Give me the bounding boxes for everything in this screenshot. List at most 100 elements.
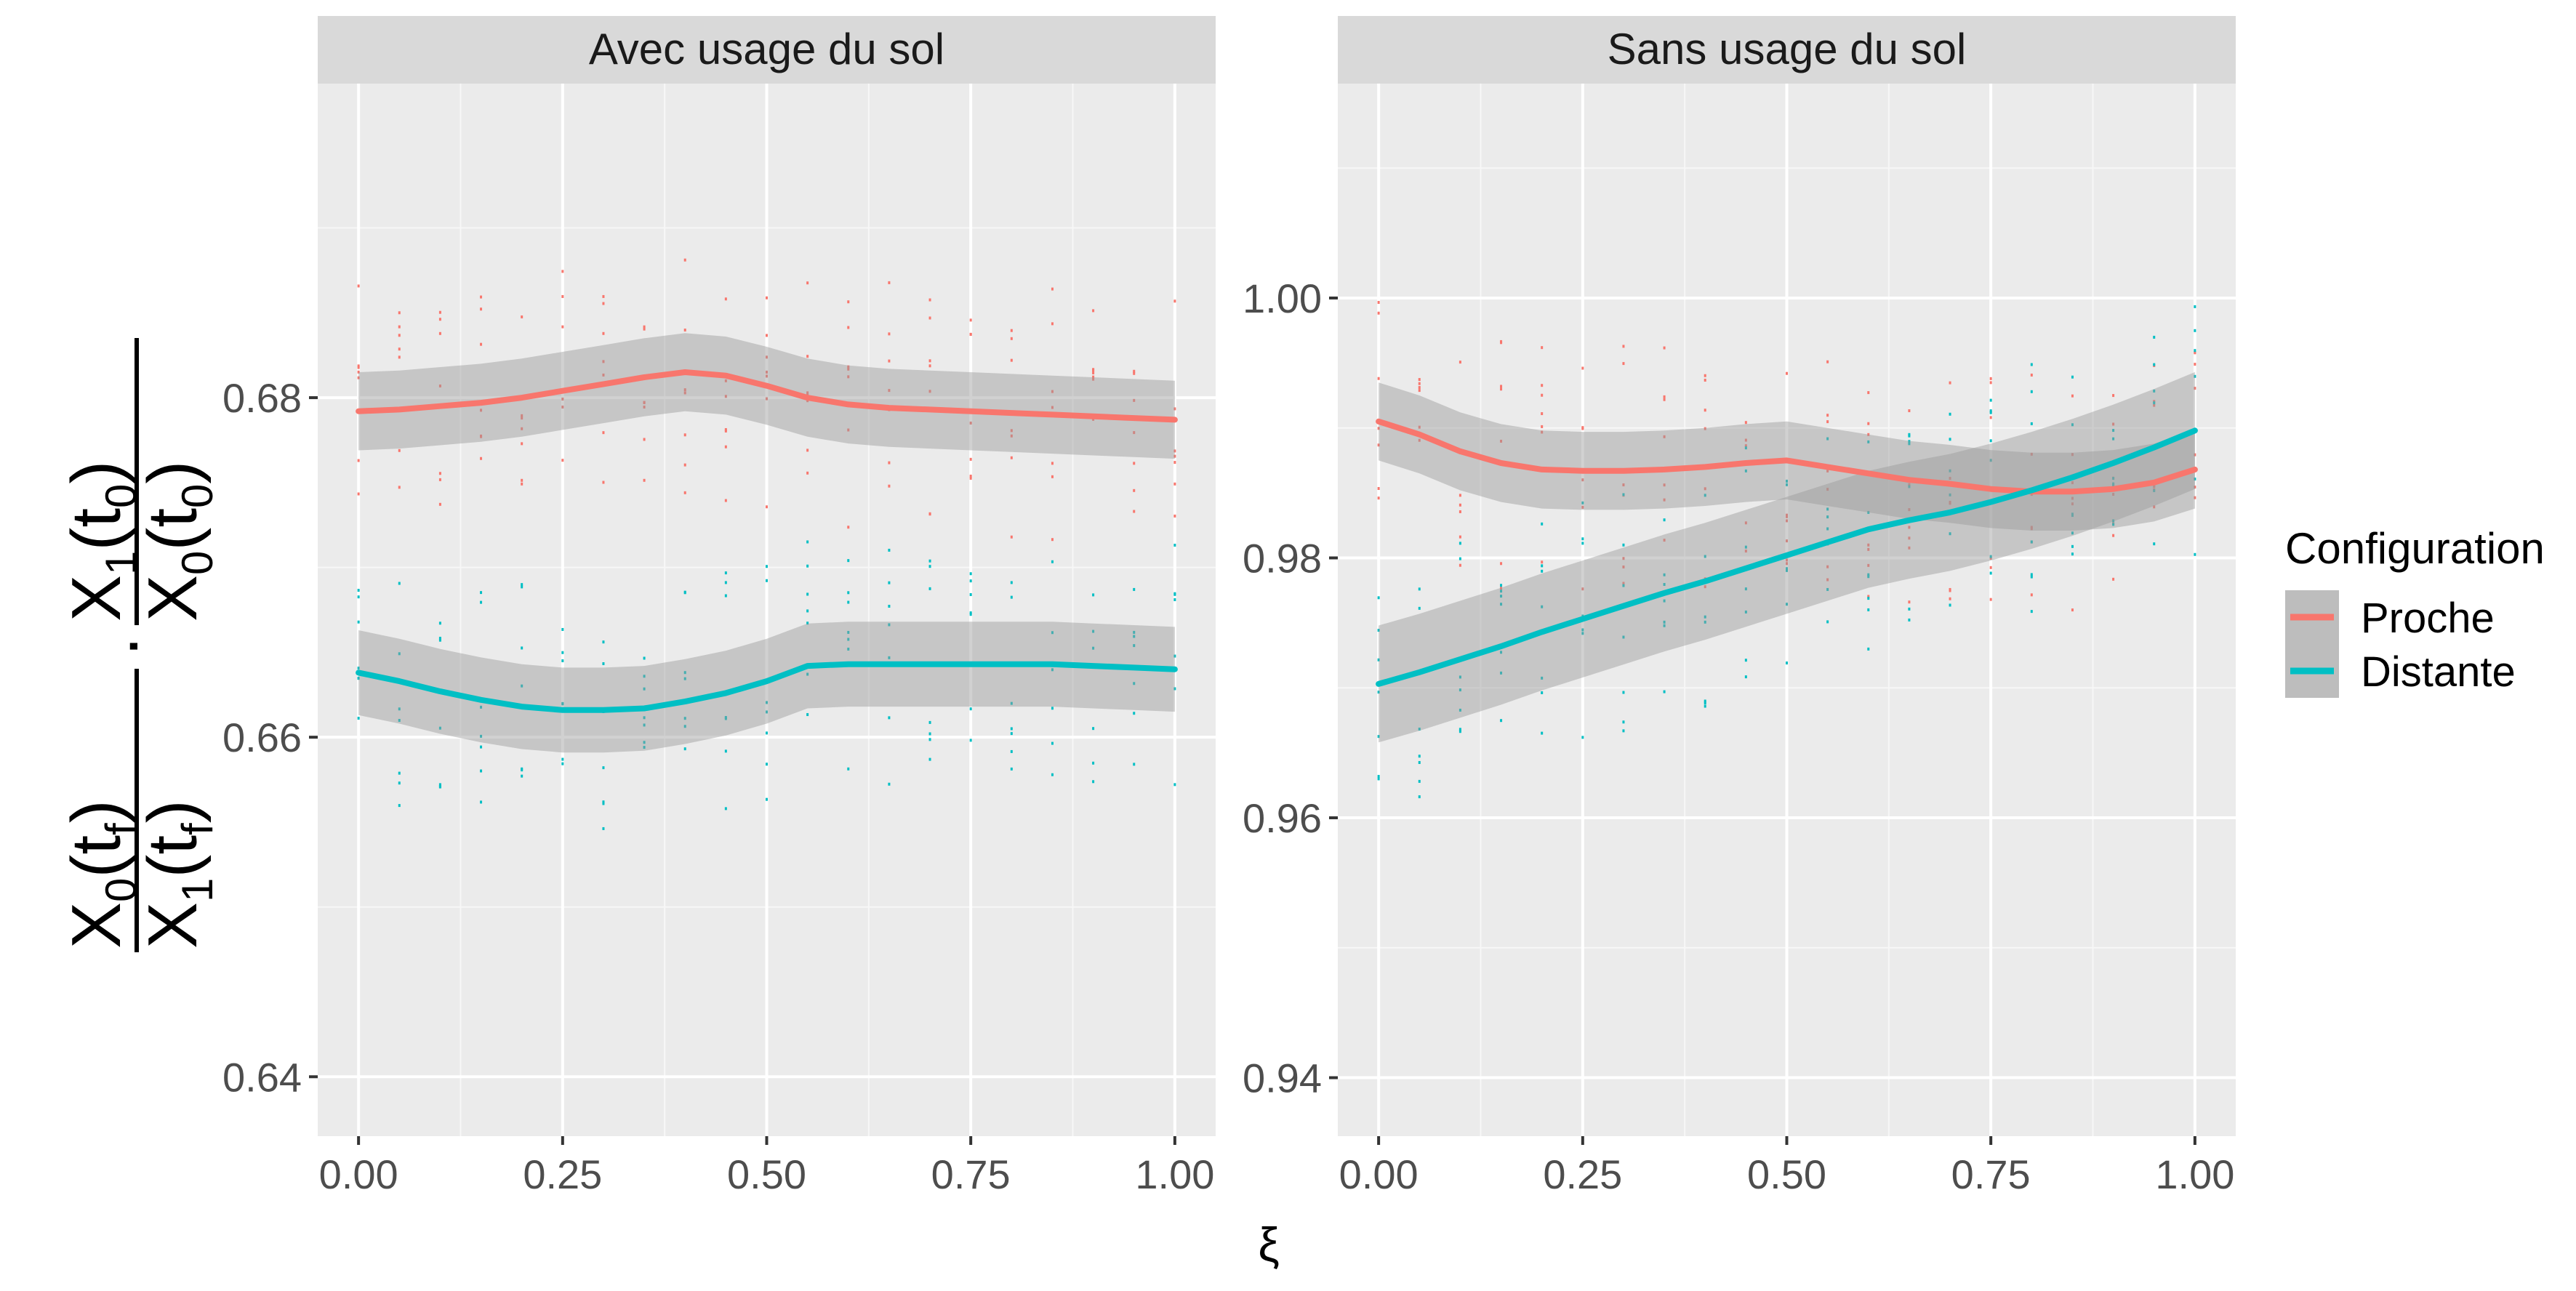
scatter-point <box>1908 433 1911 436</box>
scatter-point <box>1092 375 1095 379</box>
scatter-point <box>480 800 483 804</box>
scatter-point <box>1092 630 1095 633</box>
scatter-point <box>1541 384 1544 387</box>
scatter-point <box>1786 568 1788 572</box>
scatter-point <box>1581 542 1584 545</box>
y-tick-label: 1.00 <box>1243 276 1322 321</box>
scatter-point <box>1744 521 1747 525</box>
scatter-point <box>2112 394 2115 398</box>
y-tick-label: 0.68 <box>222 375 302 421</box>
scatter-point <box>724 581 727 584</box>
scatter-point <box>1949 381 1951 385</box>
scatter-point <box>1908 600 1911 604</box>
scatter-point <box>724 571 727 575</box>
scatter-point <box>847 326 850 329</box>
scatter-point <box>683 258 686 262</box>
scatter-point <box>806 281 809 285</box>
scatter-point <box>2071 481 2074 485</box>
scatter-point <box>806 355 809 358</box>
scatter-point <box>398 325 401 329</box>
ylabel-numerator-2: X1(t0) <box>57 461 145 622</box>
scatter-point <box>1949 500 1951 504</box>
scatter-point <box>561 294 564 298</box>
scatter-point <box>521 417 523 420</box>
scatter-point <box>888 782 891 786</box>
scatter-point <box>1867 543 1870 547</box>
scatter-point <box>1622 345 1625 348</box>
scatter-point <box>888 484 891 488</box>
scatter-point <box>1133 682 1136 685</box>
x-tick-label: 0.25 <box>1543 1151 1622 1197</box>
scatter-point <box>1989 398 1992 402</box>
scatter-point <box>602 802 605 805</box>
scatter-point <box>1092 761 1095 765</box>
scatter-point <box>480 705 483 709</box>
scatter-point <box>1581 505 1584 509</box>
scatter-point <box>847 300 850 304</box>
scatter-point <box>1581 628 1584 632</box>
scatter-point <box>1173 482 1176 486</box>
scatter-point <box>561 762 564 765</box>
scatter-point <box>1010 358 1013 362</box>
scatter-point <box>1173 407 1176 411</box>
x-tick-label: 1.00 <box>1135 1151 1214 1197</box>
scatter-point <box>398 355 401 359</box>
scatter-point <box>766 374 768 378</box>
scatter-point <box>888 548 891 552</box>
scatter-point <box>1010 456 1013 459</box>
scatter-point <box>521 646 523 650</box>
scatter-point <box>1133 510 1136 513</box>
scatter-point <box>1418 779 1421 783</box>
scatter-point <box>1744 550 1747 553</box>
scatter-point <box>1541 731 1544 735</box>
scatter-point <box>1173 654 1176 658</box>
scatter-point <box>683 671 686 675</box>
scatter-point <box>766 370 768 374</box>
scatter-point <box>521 767 523 771</box>
scatter-point <box>2071 512 2074 516</box>
legend-entry-proche: Proche <box>2285 590 2495 644</box>
scatter-point <box>1949 469 1951 472</box>
scatter-point <box>928 298 931 302</box>
scatter-point <box>1541 691 1544 694</box>
y-axis-label: X0(tf) X1(tf) · X1(t0) X0(t0) <box>57 338 222 952</box>
scatter-point <box>1622 493 1625 496</box>
scatter-point <box>806 622 809 625</box>
scatter-point <box>2030 363 2033 366</box>
panel-strip <box>1338 16 2236 84</box>
scatter-point <box>1418 795 1421 799</box>
scatter-point <box>1622 729 1625 733</box>
scatter-point <box>969 332 972 336</box>
scatter-point <box>2030 573 2033 576</box>
scatter-point <box>1010 329 1013 332</box>
scatter-point <box>2071 453 2074 457</box>
scatter-point <box>1092 377 1095 381</box>
scatter-point <box>766 763 768 766</box>
scatter-point <box>1744 444 1747 448</box>
scatter-point <box>1092 727 1095 731</box>
scatter-point <box>2030 575 2033 579</box>
scatter-point <box>806 540 809 544</box>
ylabel-numerator-1: X0(tf) <box>57 800 145 949</box>
scatter-point <box>1051 287 1054 291</box>
scatter-point <box>1949 438 1951 441</box>
scatter-point <box>2030 452 2033 456</box>
scatter-point <box>1541 564 1544 568</box>
scatter-point <box>1908 536 1911 540</box>
scatter-point <box>2153 488 2156 492</box>
scatter-point <box>602 827 605 830</box>
scatter-point <box>2194 349 2196 353</box>
scatter-point <box>438 384 441 387</box>
scatter-point <box>2112 577 2115 581</box>
scatter-point <box>888 281 891 284</box>
scatter-point <box>2112 477 2115 480</box>
scatter-point <box>643 723 646 727</box>
scatter-point <box>1826 414 1829 417</box>
scatter-point <box>561 659 564 663</box>
scatter-point <box>1704 494 1706 497</box>
scatter-point <box>1663 624 1666 627</box>
scatter-point <box>1541 560 1544 564</box>
scatter-point <box>847 365 850 369</box>
scatter-point <box>1541 346 1544 350</box>
scatter-point <box>1092 593 1095 597</box>
